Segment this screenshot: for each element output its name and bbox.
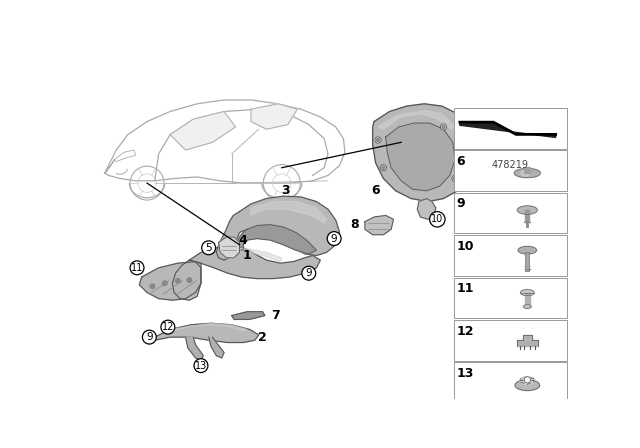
Circle shape: [376, 138, 380, 142]
Circle shape: [161, 320, 175, 334]
Circle shape: [187, 278, 192, 282]
Bar: [454, 193, 567, 233]
Circle shape: [302, 266, 316, 280]
Polygon shape: [378, 111, 455, 129]
Text: 8: 8: [351, 218, 359, 231]
Circle shape: [150, 284, 155, 289]
Bar: [454, 320, 567, 361]
Polygon shape: [232, 312, 265, 319]
Polygon shape: [149, 323, 259, 343]
Text: 12: 12: [457, 325, 474, 338]
Text: 11: 11: [457, 282, 474, 295]
Polygon shape: [186, 337, 204, 360]
Text: 4: 4: [239, 233, 248, 246]
Polygon shape: [219, 237, 239, 258]
Circle shape: [459, 151, 462, 154]
Text: 2: 2: [258, 331, 267, 344]
Polygon shape: [170, 112, 236, 150]
Circle shape: [440, 124, 447, 130]
Polygon shape: [524, 167, 531, 173]
Polygon shape: [365, 215, 394, 235]
Text: 9: 9: [457, 198, 465, 211]
Ellipse shape: [518, 246, 536, 254]
Text: 10: 10: [457, 240, 474, 253]
Polygon shape: [105, 100, 345, 183]
Circle shape: [194, 359, 208, 373]
Ellipse shape: [520, 289, 534, 296]
Bar: [454, 362, 567, 403]
Polygon shape: [372, 104, 474, 202]
Text: 13: 13: [457, 367, 474, 380]
Ellipse shape: [521, 170, 531, 176]
Circle shape: [524, 377, 531, 383]
Circle shape: [143, 330, 156, 344]
Polygon shape: [386, 123, 455, 191]
Text: 9: 9: [331, 233, 337, 244]
Polygon shape: [417, 198, 436, 220]
Polygon shape: [172, 260, 201, 300]
Circle shape: [382, 166, 385, 169]
Text: 478219: 478219: [492, 160, 529, 170]
Polygon shape: [220, 248, 282, 262]
Polygon shape: [251, 104, 297, 129]
Ellipse shape: [524, 305, 531, 308]
Text: 6: 6: [457, 155, 465, 168]
Bar: [454, 235, 567, 276]
Polygon shape: [236, 225, 316, 254]
Circle shape: [130, 261, 144, 275]
Circle shape: [429, 211, 445, 227]
Circle shape: [327, 232, 341, 246]
Text: 11: 11: [131, 263, 143, 273]
Text: 10: 10: [431, 214, 444, 224]
Circle shape: [454, 177, 456, 180]
Bar: [454, 108, 567, 149]
Bar: [454, 278, 567, 319]
Text: 6: 6: [371, 184, 380, 197]
Text: 5: 5: [205, 243, 212, 253]
Text: 9: 9: [305, 268, 312, 278]
Circle shape: [202, 241, 216, 255]
Polygon shape: [251, 202, 326, 223]
Circle shape: [442, 125, 445, 129]
Ellipse shape: [517, 206, 538, 214]
Circle shape: [458, 149, 463, 155]
Text: 13: 13: [195, 361, 207, 370]
Polygon shape: [140, 262, 201, 300]
Polygon shape: [170, 323, 247, 331]
Ellipse shape: [515, 168, 540, 178]
Ellipse shape: [515, 380, 540, 391]
Text: 1: 1: [243, 249, 252, 262]
Circle shape: [380, 165, 387, 171]
Bar: [525, 293, 530, 306]
Polygon shape: [216, 196, 340, 260]
Bar: [454, 151, 567, 191]
Polygon shape: [189, 246, 320, 279]
Bar: [525, 210, 529, 222]
Text: 12: 12: [162, 322, 174, 332]
Circle shape: [452, 176, 458, 181]
Text: 9: 9: [146, 332, 153, 342]
Polygon shape: [209, 337, 224, 358]
Circle shape: [175, 279, 180, 283]
Circle shape: [163, 281, 167, 285]
Polygon shape: [516, 335, 538, 346]
Polygon shape: [460, 122, 556, 138]
Text: 3: 3: [282, 184, 290, 197]
Ellipse shape: [520, 377, 535, 384]
Circle shape: [375, 137, 381, 143]
Text: 7: 7: [271, 309, 280, 322]
